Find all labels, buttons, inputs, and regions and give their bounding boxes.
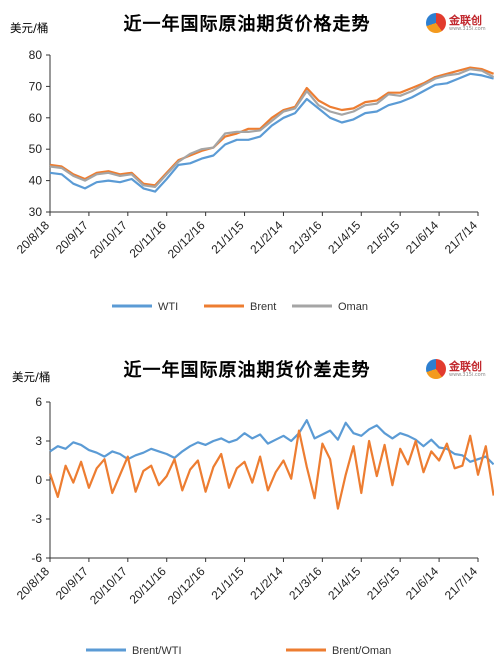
y-tick-label: 50 xyxy=(29,142,43,156)
x-tick-label: 21/4/15 xyxy=(325,218,363,256)
y-tick-label: 80 xyxy=(29,48,43,62)
brand-logo-icon xyxy=(426,13,446,33)
legend-label: Oman xyxy=(338,301,368,313)
x-tick-label: 20/11/16 xyxy=(127,218,170,261)
y-tick-label: 3 xyxy=(35,434,42,448)
brand-logo-icon xyxy=(426,359,446,379)
x-tick-label: 21/2/14 xyxy=(247,564,285,602)
series-line-oman xyxy=(49,67,494,188)
x-tick-label: 21/4/15 xyxy=(325,564,363,602)
brand-logo-url: www.315i.com xyxy=(449,25,486,32)
x-tick-label: 20/10/17 xyxy=(87,564,130,607)
legend-label: Brent xyxy=(250,301,276,313)
spread-chart-panel: 近一年国际原油期货价差走势 美元/桶 金联创 www.315i.com -6 -3… xyxy=(0,345,494,669)
x-tick-label: 20/8/18 xyxy=(14,564,52,602)
x-tick-label: 21/1/15 xyxy=(208,564,246,602)
y-tick-label: 6 xyxy=(35,395,42,409)
y-tick-label: 30 xyxy=(29,205,43,219)
series-line-brent xyxy=(49,66,494,187)
brand-logo-url: www.315i.com xyxy=(449,371,486,378)
y-tick-label: 60 xyxy=(29,111,43,125)
x-tick-label: 20/9/17 xyxy=(53,218,91,256)
y-tick-label: -6 xyxy=(31,551,42,565)
y-axis-unit-label: 美元/桶 xyxy=(10,21,49,35)
legend-label: Brent/Oman xyxy=(332,645,391,657)
brand-logo-wordmark: 金联创 xyxy=(449,13,482,27)
x-tick-label: 20/12/16 xyxy=(165,564,208,607)
y-tick-label: 70 xyxy=(29,79,43,93)
x-tick-label: 20/10/17 xyxy=(87,218,130,261)
x-tick-label: 21/7/14 xyxy=(442,218,480,256)
spread-line-chart: -6 -3 0 3 6 20/8/18 20/9/1720/10/1720/11/1620/… xyxy=(14,395,494,657)
x-tick-label: 21/5/15 xyxy=(364,218,402,256)
x-tick-label: 21/2/14 xyxy=(247,218,285,256)
x-tick-label: 21/7/14 xyxy=(442,564,480,602)
brand-logo-wordmark: 金联创 xyxy=(449,359,482,373)
price-chart-panel: 近一年国际原油期货价格走势 美元/桶 金联创 www.315i.com 30 40… xyxy=(0,0,494,330)
x-tick-label: 21/5/15 xyxy=(364,564,402,602)
y-tick-label: 0 xyxy=(35,473,42,487)
legend-label: Brent/WTI xyxy=(132,645,182,657)
legend-label: WTI xyxy=(158,301,178,313)
x-tick-label: 20/9/17 xyxy=(53,564,91,602)
x-tick-label: 21/1/15 xyxy=(208,218,246,256)
chart-title: 近一年国际原油期货价差走势 xyxy=(123,360,371,381)
series-line-wti xyxy=(49,72,494,193)
x-tick-label: 21/3/16 xyxy=(286,218,324,256)
price-line-chart: 30 40 50 60 70 80 20/8/18 20/9/1720/10/1720/11/… xyxy=(14,48,494,313)
y-tick-label: 40 xyxy=(29,174,43,188)
series-line-brent-oman xyxy=(48,429,494,510)
x-tick-label: 21/6/14 xyxy=(403,564,441,602)
x-tick-label: 20/8/18 xyxy=(14,218,52,256)
x-tick-label: 21/3/16 xyxy=(286,564,324,602)
y-tick-label: -3 xyxy=(31,512,42,526)
brand-logo: 金联创 www.315i.com xyxy=(426,13,486,33)
x-tick-label: 20/11/16 xyxy=(127,564,170,607)
x-tick-label: 21/6/14 xyxy=(403,218,441,256)
y-axis-unit-label: 美元/桶 xyxy=(12,370,51,384)
chart-title: 近一年国际原油期货价格走势 xyxy=(123,14,371,35)
x-tick-label: 20/12/16 xyxy=(165,218,208,261)
brand-logo: 金联创 www.315i.com xyxy=(426,359,486,379)
series-line-brent-wti xyxy=(49,419,494,466)
